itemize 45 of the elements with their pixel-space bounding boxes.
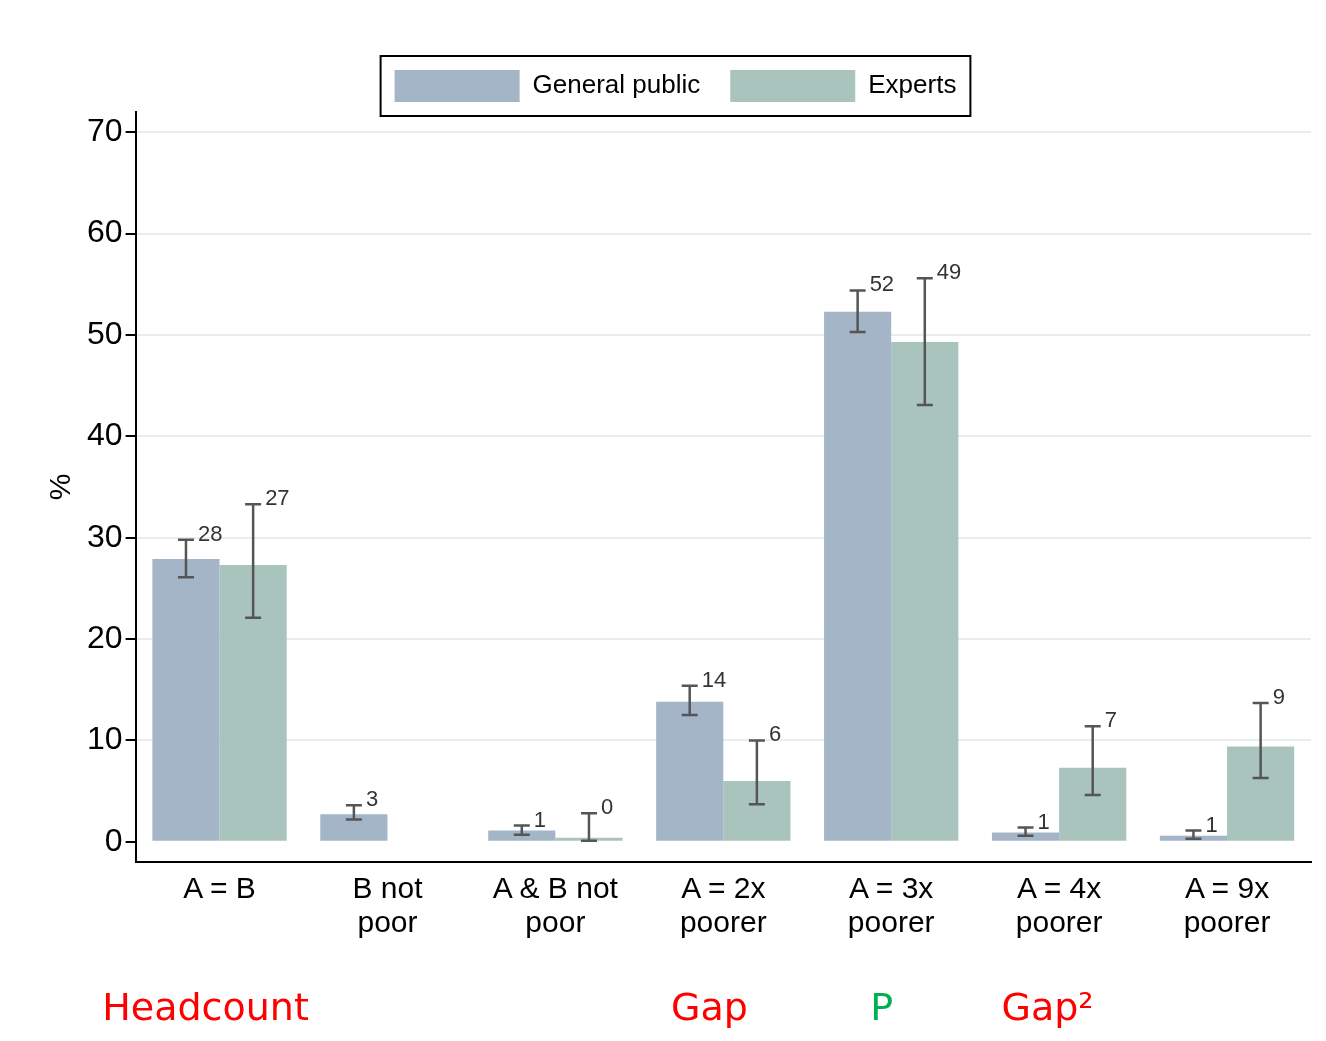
y-axis-title: % [43, 473, 77, 501]
x-tick-label: A = B [183, 870, 256, 904]
x-tick-label: A = 2x poorer [679, 870, 767, 939]
data-label: 14 [701, 666, 727, 692]
data-label: 49 [936, 259, 962, 285]
y-tick-label: 50 [87, 314, 123, 351]
data-label: 3 [365, 786, 379, 812]
y-tick-label: 0 [104, 821, 123, 858]
text: P [870, 985, 894, 1029]
data-label: 6 [768, 721, 782, 747]
data-label: 1 [533, 806, 547, 832]
x-tick-label: A & B not poor [492, 870, 619, 939]
legend-label: Experts [868, 69, 957, 100]
x-tick-label: A = 9x poorer [1183, 870, 1271, 939]
data-label: 28 [197, 520, 223, 546]
y-tick-label: 20 [87, 618, 123, 655]
x-tick-label: B not poor [352, 870, 424, 939]
legend-label: General public [532, 69, 701, 100]
y-tick-label: 30 [87, 517, 123, 554]
bar [320, 814, 388, 841]
text: Headcount [102, 985, 309, 1029]
x-tick-label: A = 3x poorer [847, 870, 935, 939]
y-tick-label: 60 [87, 213, 123, 250]
text: Gap [670, 985, 748, 1029]
data-label: 52 [869, 271, 895, 297]
data-label: 27 [265, 485, 290, 511]
bar [219, 565, 287, 841]
x-tick-label: A = 4x poorer [1015, 870, 1103, 939]
bar [891, 342, 959, 841]
bar [1059, 767, 1127, 841]
bar [656, 701, 724, 841]
data-label: 1 [1205, 811, 1218, 837]
bar [152, 558, 220, 841]
data-label: 7 [1104, 707, 1117, 733]
data-label: 0 [600, 794, 614, 820]
bar [1227, 746, 1295, 841]
text: Gap² [1001, 985, 1094, 1029]
bar [488, 830, 556, 841]
bar [723, 780, 791, 841]
bar [824, 311, 892, 841]
data-label: 1 [1037, 808, 1050, 834]
y-tick-label: 40 [87, 416, 123, 453]
y-tick-label: 70 [87, 112, 123, 149]
y-tick-label: 10 [87, 720, 123, 757]
data-label: 9 [1272, 683, 1285, 709]
